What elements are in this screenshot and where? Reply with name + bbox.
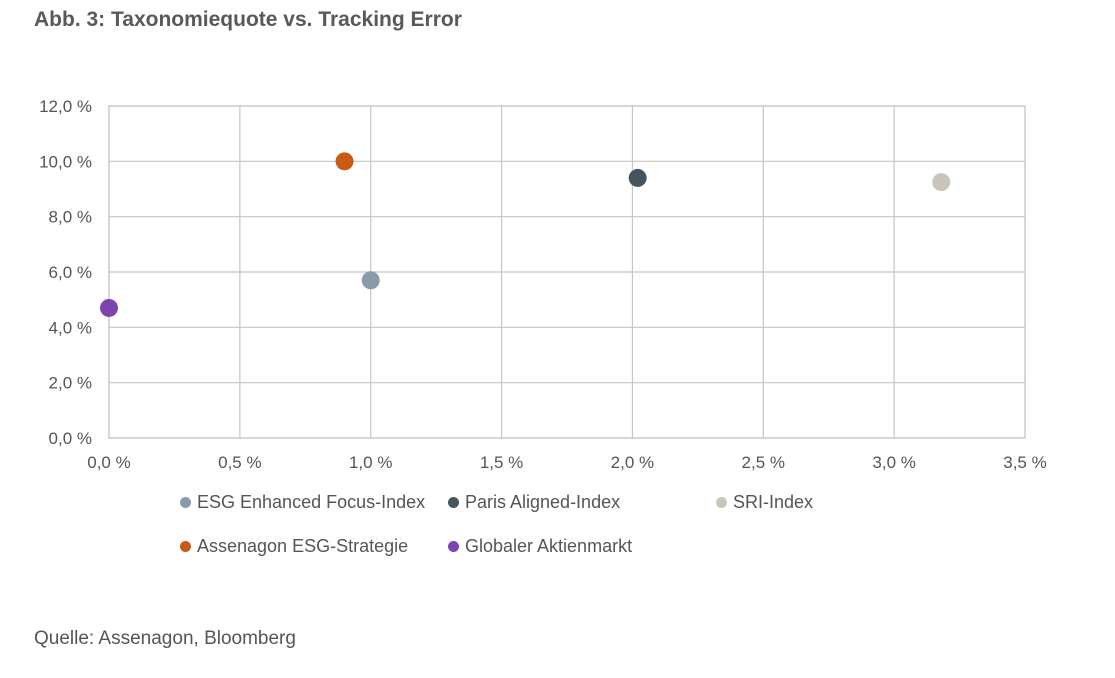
legend-marker [180, 541, 191, 552]
legend-label: Assenagon ESG-Strategie [197, 536, 409, 556]
point-sri-index [932, 173, 951, 192]
scatter-chart: 0,0 % 2,0 % 4,0 % 6,0 % 8,0 % 10,0 % 12,0 % 0,0… [39, 97, 1047, 472]
y-tick-label: 0,0 % [49, 429, 92, 448]
point-paris-aligned-index [628, 168, 647, 187]
legend-label: Paris Aligned-Index [465, 492, 621, 512]
y-tick-label: 2,0 % [49, 374, 92, 393]
x-tick-label: 0,5 % [218, 453, 261, 472]
legend-item-globaler-aktienmarkt: Globaler Aktienmarkt [448, 536, 632, 557]
plot-area [108, 105, 1026, 439]
legend-label: Globaler Aktienmarkt [465, 536, 633, 556]
x-tick-label: 3,0 % [872, 453, 915, 472]
data-points [100, 152, 951, 317]
x-tick-label: 1,0 % [349, 453, 392, 472]
legend-label: ESG Enhanced Focus-Index [197, 492, 426, 512]
legend-marker [716, 497, 727, 508]
legend-item-esg-enhanced-focus-index: ESG Enhanced Focus-Index [180, 492, 425, 513]
y-tick-label: 8,0 % [49, 208, 92, 227]
x-tick-label: 1,5 % [480, 453, 523, 472]
y-tick-label: 6,0 % [49, 263, 92, 282]
x-tick-label: 2,0 % [611, 453, 654, 472]
point-esg-enhanced-focus-index [361, 271, 380, 290]
grid-layer [108, 105, 1026, 439]
legend-marker [180, 497, 191, 508]
point-globaler-aktienmarkt [100, 298, 118, 317]
x-tick-label: 3,5 % [1003, 453, 1046, 472]
source-note: Quelle: Assenagon, Bloomberg [34, 628, 296, 649]
tick-labels: 0,0 % 2,0 % 4,0 % 6,0 % 8,0 % 10,0 % 12,0 % 0,0… [39, 97, 1047, 472]
chart-title: Abb. 3: Taxonomiequote vs. Tracking Erro… [34, 8, 462, 31]
legend-item-paris-aligned-index: Paris Aligned-Index [448, 492, 620, 513]
y-tick-label: 12,0 % [39, 97, 92, 116]
y-tick-label: 4,0 % [49, 318, 92, 337]
legend-item-sri-index: SRI-Index [716, 492, 813, 513]
x-tick-label: 2,5 % [742, 453, 785, 472]
legend-marker [448, 541, 459, 552]
point-assenagon-esg-strategie [335, 152, 354, 171]
x-tick-label: 0,0 % [87, 453, 130, 472]
legend-label: SRI-Index [733, 492, 814, 512]
legend-item-assenagon-esg-strategie: Assenagon ESG-Strategie [180, 536, 408, 557]
legend-marker [448, 497, 459, 508]
y-tick-label: 10,0 % [39, 152, 92, 171]
